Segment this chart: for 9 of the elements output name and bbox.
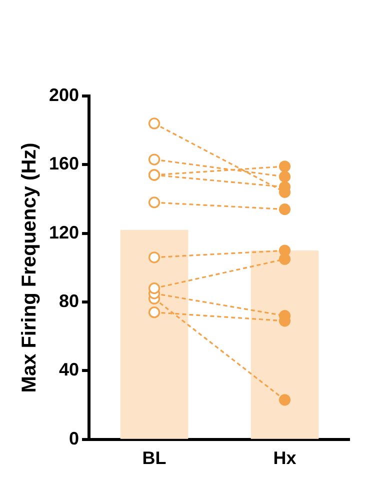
y-tick-label: 0 [69, 428, 80, 448]
y-tick-label: 160 [48, 154, 80, 174]
y-tick-label: 200 [48, 84, 80, 105]
x-tick-label: Hx [273, 448, 296, 468]
y-tick-label: 120 [48, 222, 80, 242]
y-tick-label: 80 [59, 291, 80, 312]
y-axis-title: Max Firing Frequency (Hz) [18, 142, 41, 393]
x-tick-label: BL [142, 448, 166, 468]
y-tick-label: 40 [59, 360, 80, 380]
